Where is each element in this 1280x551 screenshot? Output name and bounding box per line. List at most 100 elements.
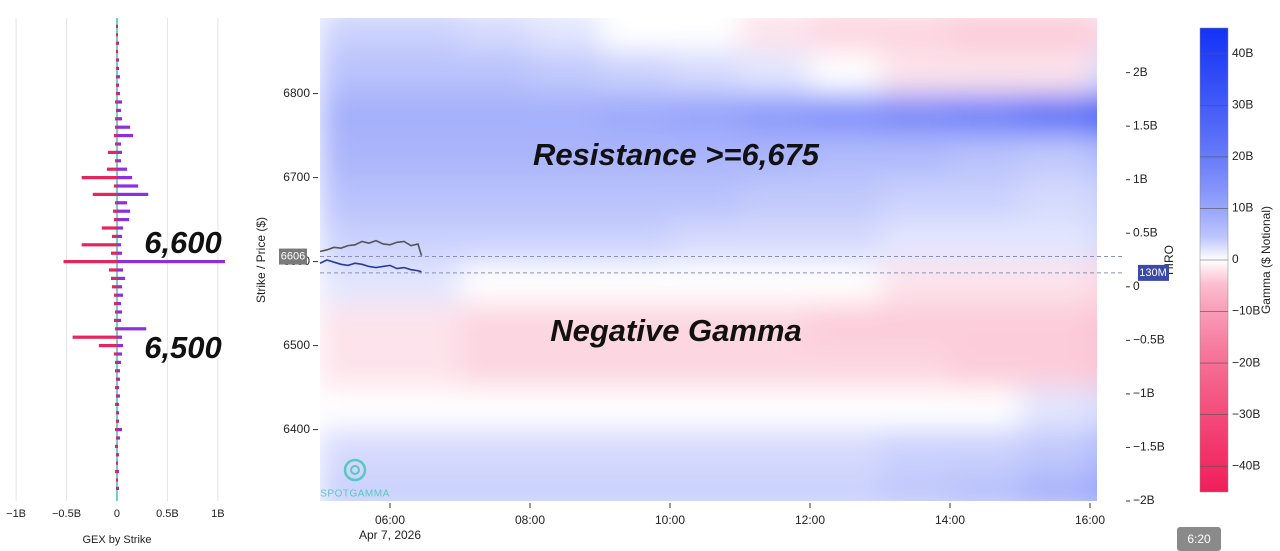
heat-cell: [530, 429, 601, 473]
y2-tick-label: 0.5B: [1133, 225, 1158, 239]
colorbar-label: Gamma ($ Notional): [1259, 206, 1273, 314]
heat-cell: [320, 303, 391, 347]
bar: [116, 386, 120, 390]
hiro-tag: 130M: [1139, 267, 1167, 279]
bar: [115, 58, 117, 62]
bar: [116, 125, 131, 129]
button-bg[interactable]: [1177, 527, 1221, 551]
bar: [115, 419, 117, 423]
heat-cell: [1020, 387, 1091, 431]
heat-cell: [600, 387, 671, 431]
heat-cell: [390, 429, 461, 473]
heat-cell: [740, 345, 811, 389]
bar: [116, 234, 123, 238]
heat-cell: [880, 177, 951, 221]
heat-cell: [740, 177, 811, 221]
bar: [114, 125, 117, 129]
date-label: Apr 7, 2026: [359, 528, 421, 542]
bar: [63, 260, 117, 264]
bar: [115, 41, 117, 45]
heat-cell: [600, 345, 671, 389]
heat-cell: [390, 93, 461, 137]
heat-cell: [880, 135, 951, 179]
heat-cell: [950, 471, 1021, 501]
bar: [116, 192, 149, 196]
heat-cell: [810, 18, 881, 53]
heat-cell: [460, 471, 531, 501]
bar: [115, 24, 117, 28]
bar: [113, 352, 117, 356]
heat-cell: [320, 345, 391, 389]
heat-cell: [880, 471, 951, 501]
heat-cell: [670, 219, 741, 263]
bar: [114, 369, 117, 373]
heat-cell: [390, 303, 461, 347]
y-tick-label: 6800: [283, 86, 310, 100]
heat-cell: [670, 387, 741, 431]
heat-cell: [460, 18, 531, 53]
x-tick-label: −1B: [6, 508, 26, 520]
colorbar-tick-label: 40B: [1232, 46, 1253, 60]
colorbar-tick-label: 10B: [1232, 201, 1253, 215]
x-tick-label: 06:00: [375, 513, 405, 527]
bar: [116, 327, 147, 331]
bar: [116, 243, 122, 247]
bar: [115, 75, 117, 79]
heat-cell: [320, 177, 391, 221]
bar: [115, 461, 117, 465]
heat-cell: [810, 261, 881, 305]
bar: [116, 436, 121, 440]
heat-cell: [810, 429, 881, 473]
bar: [116, 100, 123, 104]
heat-cell: [460, 219, 531, 263]
heat-cell: [670, 51, 741, 95]
bar: [115, 486, 117, 490]
heat-cell: [1090, 93, 1097, 137]
heat-cell: [320, 18, 391, 53]
heat-cell: [950, 303, 1021, 347]
bar: [116, 285, 123, 289]
annotation: Resistance >=6,675: [533, 137, 820, 172]
bar: [116, 302, 122, 306]
bar: [116, 478, 118, 482]
hiro-tag-bg: [1138, 264, 1169, 281]
heat-cell: [1090, 135, 1097, 179]
bar: [108, 268, 117, 272]
y2-tick-label: −0.5B: [1133, 333, 1165, 347]
heat-cell: [1020, 51, 1091, 95]
heat-cell: [320, 261, 391, 305]
heat-cell: [950, 219, 1021, 263]
time-button[interactable]: 6:20: [1177, 527, 1221, 551]
x-tick-label: 12:00: [795, 513, 825, 527]
bar: [116, 260, 225, 264]
bar: [116, 167, 128, 171]
bar: [116, 159, 122, 163]
price-tag-bg: [279, 248, 307, 265]
heat-cell: [950, 345, 1021, 389]
heat-cell: [740, 135, 811, 179]
series-line: [319, 239, 423, 256]
button-label[interactable]: 6:20: [1187, 532, 1211, 546]
heat-cell: [1020, 345, 1091, 389]
heat-cell: [740, 93, 811, 137]
bar: [114, 386, 117, 390]
heat-cell: [810, 345, 881, 389]
bar: [116, 209, 131, 213]
heat-cell: [810, 177, 881, 221]
bar: [116, 142, 122, 146]
bar: [116, 428, 123, 432]
heat-cell: [1090, 18, 1097, 53]
bar: [101, 226, 117, 230]
bar: [113, 134, 117, 138]
heat-cell: [320, 135, 391, 179]
bar: [116, 453, 120, 457]
bar: [98, 344, 117, 348]
bar: [116, 344, 124, 348]
heat-cell: [600, 471, 671, 501]
bar: [116, 470, 120, 474]
heat-cell: [460, 261, 531, 305]
bar: [116, 444, 118, 448]
bar: [116, 24, 118, 28]
heat-cell: [1090, 345, 1097, 389]
heat-cell: [950, 93, 1021, 137]
